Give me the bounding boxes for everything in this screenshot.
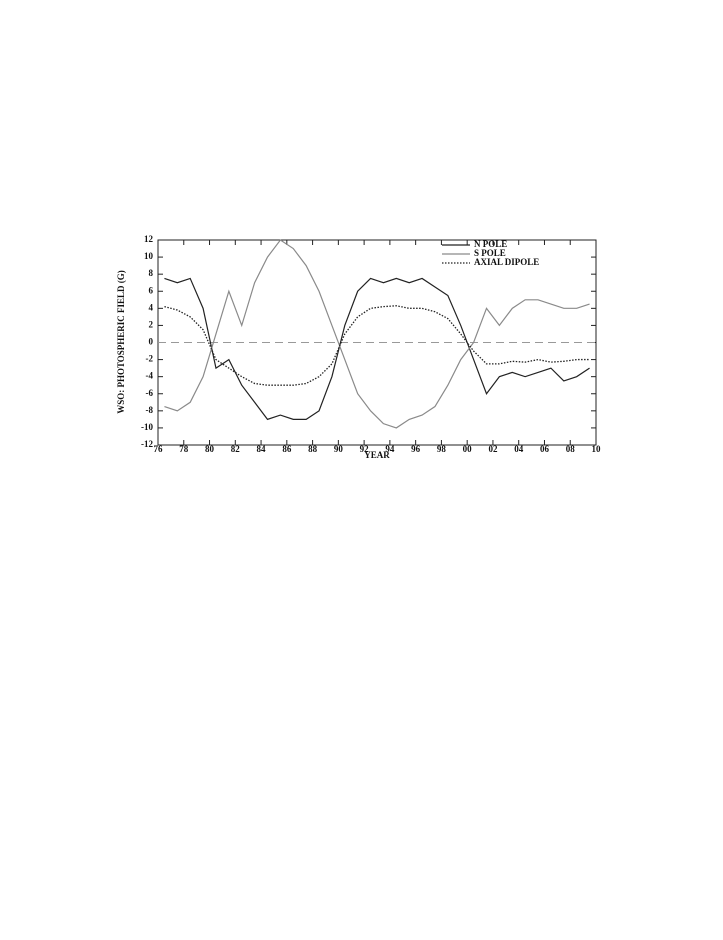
y-tick-label: 10 bbox=[144, 251, 154, 261]
x-tick-label: 10 bbox=[592, 444, 602, 454]
x-tick-label: 90 bbox=[334, 444, 344, 454]
legend-label: AXIAL DIPOLE bbox=[474, 257, 539, 267]
y-axis-label: WSO: PHOTOSPHERIC FIELD (G) bbox=[116, 270, 126, 414]
x-tick-label: 84 bbox=[257, 444, 267, 454]
y-tick-label: -4 bbox=[146, 371, 154, 381]
y-tick-label: 8 bbox=[149, 268, 154, 278]
x-tick-label: 94 bbox=[385, 444, 395, 454]
y-tick-label: 4 bbox=[149, 302, 154, 312]
x-tick-label: 98 bbox=[437, 444, 447, 454]
y-tick-label: 0 bbox=[149, 337, 154, 347]
x-tick-label: 88 bbox=[308, 444, 318, 454]
y-tick-label: -10 bbox=[141, 422, 153, 432]
legend-label: S POLE bbox=[474, 248, 506, 258]
y-tick-label: 2 bbox=[149, 319, 154, 329]
series-line bbox=[164, 305, 590, 386]
x-tick-label: 78 bbox=[179, 444, 189, 454]
x-axis-label: YEAR bbox=[364, 450, 390, 460]
x-tick-label: 82 bbox=[231, 444, 241, 454]
x-tick-label: 00 bbox=[463, 444, 473, 454]
x-tick-label: 86 bbox=[282, 444, 292, 454]
y-tick-label: -6 bbox=[146, 388, 154, 398]
y-tick-label: -12 bbox=[141, 439, 153, 449]
y-tick-label: 12 bbox=[144, 234, 154, 244]
x-tick-label: 08 bbox=[566, 444, 576, 454]
x-tick-label: 96 bbox=[411, 444, 421, 454]
x-tick-label: 92 bbox=[360, 444, 370, 454]
series-line bbox=[164, 277, 590, 421]
y-tick-label: -8 bbox=[146, 405, 154, 415]
series-line bbox=[164, 239, 590, 429]
y-tick-label: -2 bbox=[146, 354, 154, 364]
x-tick-label: 80 bbox=[205, 444, 215, 454]
legend-label: N POLE bbox=[474, 239, 507, 249]
y-tick-label: 6 bbox=[149, 285, 154, 295]
x-tick-label: 04 bbox=[514, 444, 524, 454]
x-tick-label: 06 bbox=[540, 444, 550, 454]
x-tick-label: 76 bbox=[154, 444, 164, 454]
x-tick-label: 02 bbox=[488, 444, 498, 454]
